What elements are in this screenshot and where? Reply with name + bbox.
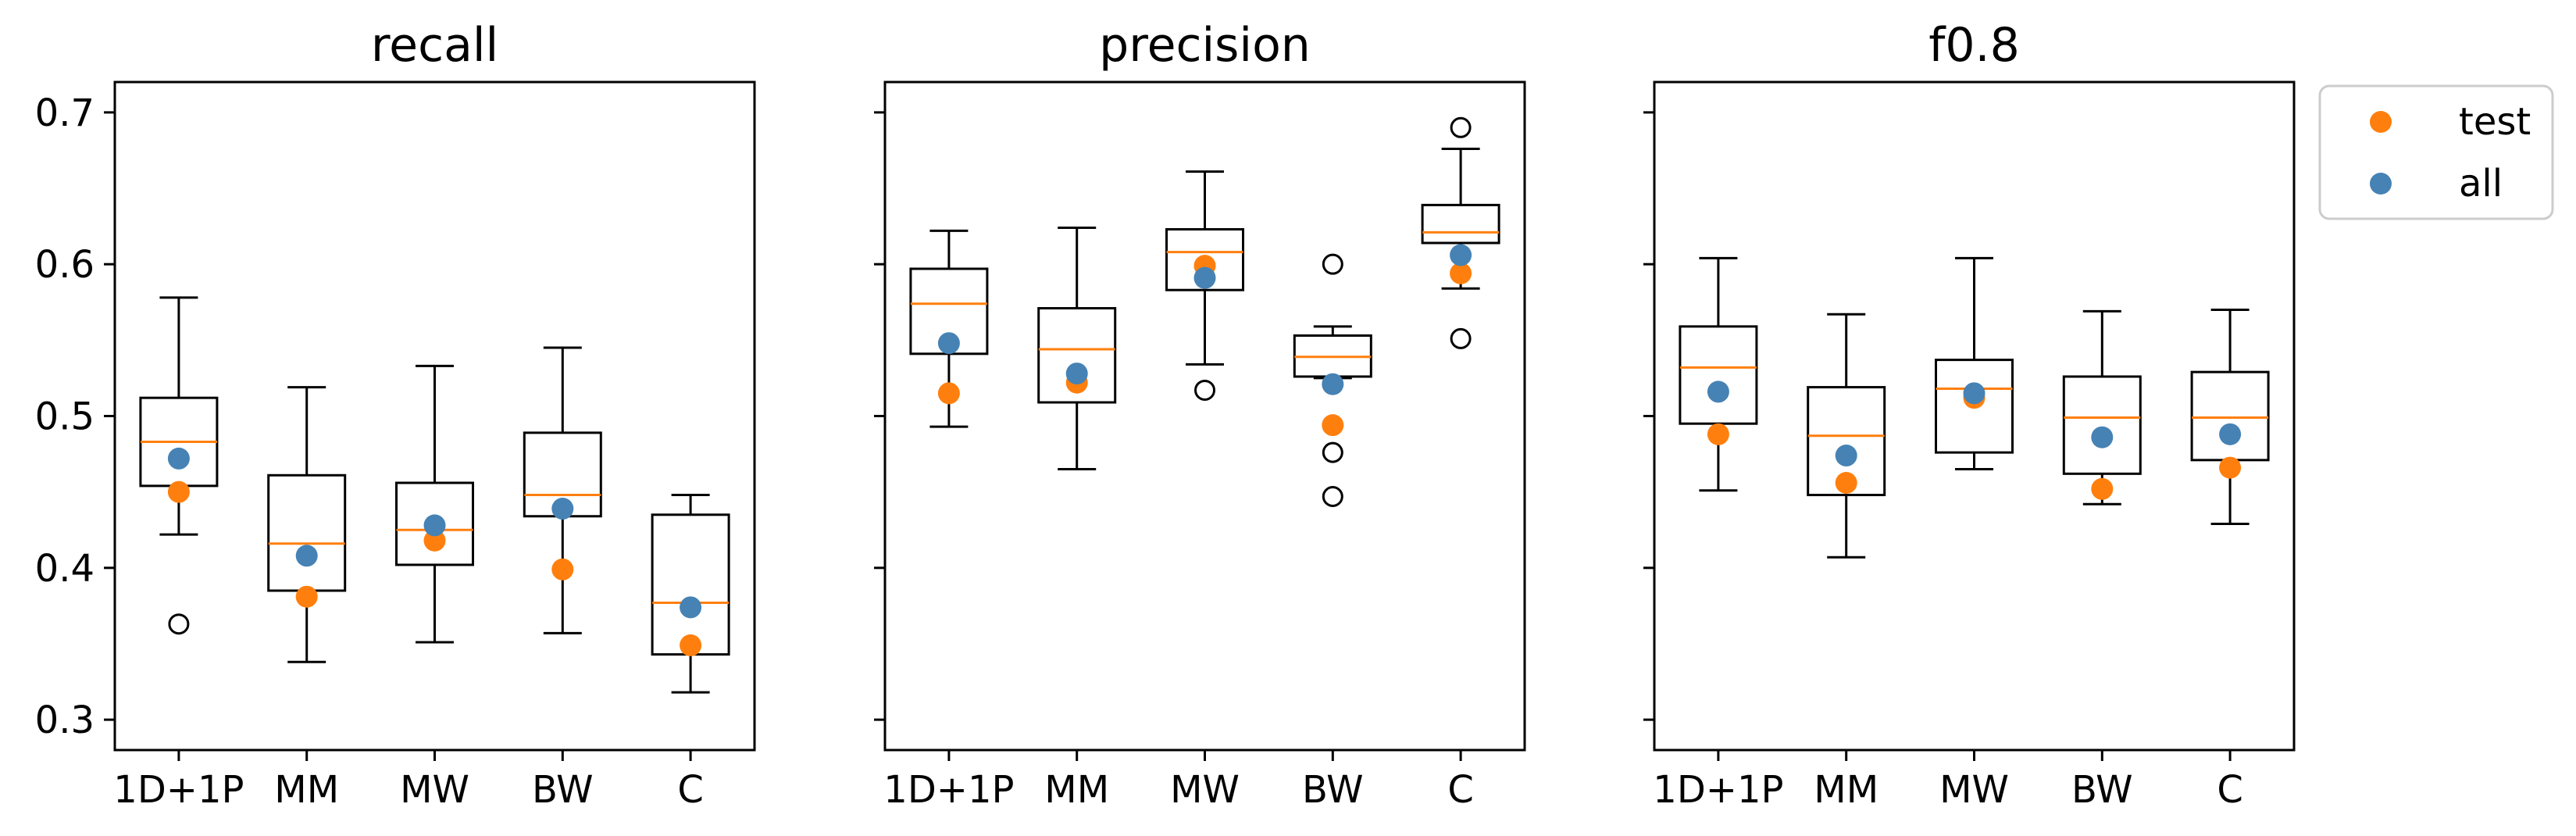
legend-marker-test — [2370, 111, 2392, 133]
point-test — [1707, 423, 1729, 445]
iqr-box — [1679, 325, 1758, 425]
y-tick-label: 0.5 — [35, 395, 95, 439]
outlier-point — [1194, 379, 1215, 401]
iqr-box — [1165, 227, 1244, 291]
point-all — [1193, 266, 1216, 289]
x-tick-label: MW — [1170, 768, 1240, 812]
point-test — [295, 585, 318, 608]
iqr-box — [1037, 307, 1117, 404]
box-MW — [1165, 170, 1244, 401]
x-tick-label: BW — [2071, 768, 2133, 812]
iqr-box — [1807, 386, 1886, 497]
box-C — [651, 494, 730, 694]
iqr-box — [2062, 375, 2142, 475]
panel-2: precision 1D+1P MM MW BW C — [874, 18, 1526, 812]
point-all — [937, 332, 960, 355]
point-all — [295, 545, 318, 567]
legend-marker-all — [2370, 173, 2392, 195]
point-all — [1322, 373, 1344, 395]
x-tick-label: 1D+1P — [1653, 768, 1783, 812]
iqr-box — [1421, 203, 1500, 245]
box-MM — [267, 386, 347, 663]
point-all — [167, 447, 190, 470]
point-test — [423, 529, 446, 552]
point-all — [423, 514, 446, 537]
box-C — [2190, 308, 2270, 525]
outlier-point — [1450, 116, 1472, 138]
point-test — [680, 634, 702, 656]
y-tick-label: 0.6 — [35, 243, 95, 287]
x-tick-label: MW — [1939, 768, 2009, 812]
outlier-point — [168, 613, 190, 635]
box-C — [1421, 116, 1500, 349]
point-all — [2091, 426, 2114, 448]
box-1D+1P — [1679, 256, 1758, 492]
outlier-point — [1322, 485, 1343, 507]
box-MW — [1935, 256, 2014, 471]
x-tick-label: C — [2217, 768, 2243, 812]
point-all — [2219, 423, 2242, 445]
point-all — [680, 596, 702, 619]
legend-label-all: all — [2459, 162, 2503, 205]
x-tick-label: BW — [532, 768, 594, 812]
panel-title: recall — [371, 18, 498, 73]
iqr-box — [395, 481, 474, 566]
axes-frame — [1653, 80, 2296, 752]
outlier-point — [1322, 253, 1343, 275]
point-test — [937, 382, 960, 405]
point-all — [551, 498, 574, 520]
box-BW — [523, 346, 602, 634]
x-tick-label: C — [1447, 768, 1474, 812]
panel-title: f0.8 — [1928, 18, 2020, 73]
box-MW — [395, 364, 474, 644]
outlier-point — [1322, 441, 1343, 463]
point-test — [2219, 456, 2242, 479]
iqr-box — [2190, 370, 2270, 462]
iqr-box — [267, 473, 347, 592]
legend: test all — [2318, 84, 2554, 220]
x-tick-label: BW — [1302, 768, 1364, 812]
point-all — [1450, 244, 1472, 266]
point-test — [2091, 477, 2114, 500]
legend-label-test: test — [2459, 100, 2531, 144]
x-tick-label: MM — [274, 768, 339, 812]
y-tick-label: 0.3 — [35, 698, 95, 742]
point-all — [1963, 382, 1986, 405]
box-MM — [1037, 227, 1117, 471]
box-BW — [2062, 309, 2142, 506]
x-tick-label: MW — [400, 768, 469, 812]
x-tick-label: 1D+1P — [113, 768, 244, 812]
point-all — [1065, 363, 1088, 385]
point-all — [1707, 380, 1729, 403]
panel-title: precision — [1099, 18, 1311, 73]
iqr-box — [1935, 359, 2014, 454]
x-tick-label: MM — [1814, 768, 1878, 812]
panel-3: f0.8 1D+1P MM MW BW C — [1643, 18, 2296, 812]
box-MM — [1807, 313, 1886, 559]
y-tick-label: 0.7 — [35, 91, 95, 135]
point-test — [1835, 472, 1857, 494]
chart-panels: recall 0.3 0.4 0.5 0.6 0.7 1D+1P MM MW BW Cprecisi… — [35, 18, 2296, 812]
outlier-point — [1450, 327, 1472, 349]
x-tick-label: C — [677, 768, 704, 812]
point-test — [167, 481, 190, 503]
panel-1: recall 0.3 0.4 0.5 0.6 0.7 1D+1P MM MW BW C — [35, 18, 756, 812]
y-tick-label: 0.4 — [35, 547, 95, 591]
iqr-box — [651, 513, 730, 656]
point-test — [1450, 262, 1472, 284]
x-tick-label: 1D+1P — [883, 768, 1014, 812]
x-tick-label: MM — [1044, 768, 1109, 812]
point-test — [551, 558, 574, 581]
point-all — [1835, 445, 1857, 467]
point-test — [1322, 414, 1344, 437]
